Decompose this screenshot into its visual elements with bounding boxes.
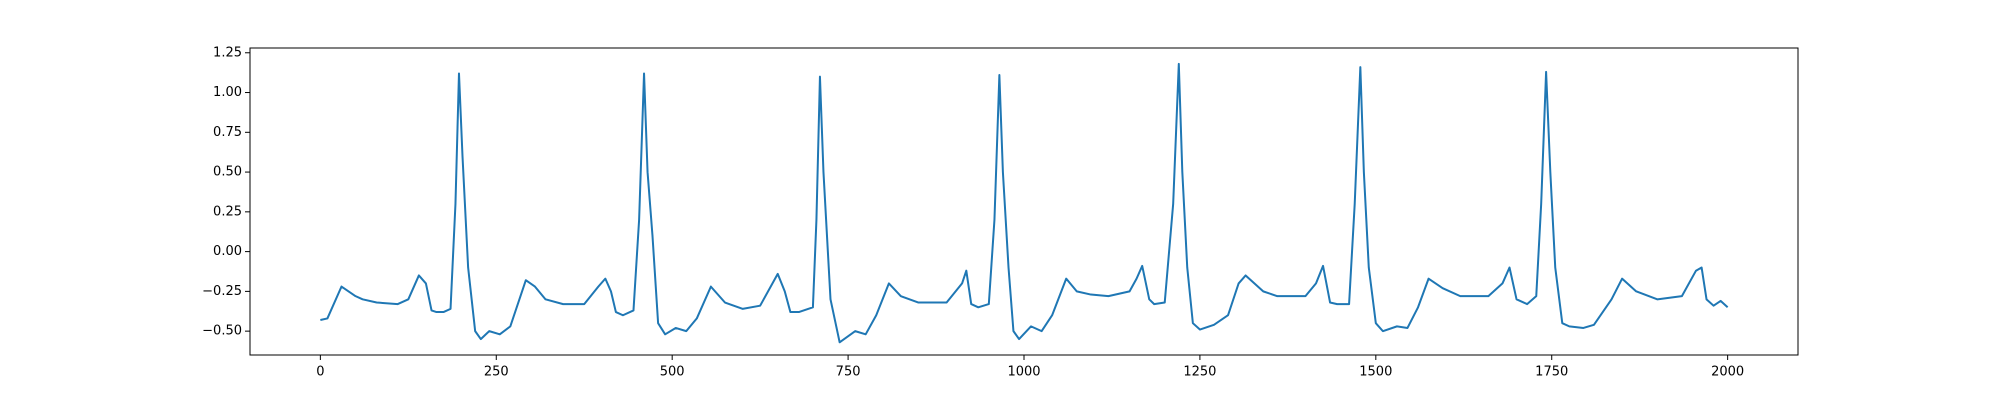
y-tick-label: 0.75: [213, 125, 242, 140]
y-tick-label: 1.25: [213, 45, 242, 60]
y-tick-label: 0.25: [213, 204, 242, 219]
x-tick-label: 750: [836, 365, 861, 380]
x-tick-label: 1250: [1183, 365, 1216, 380]
x-tick-label: 500: [660, 365, 685, 380]
x-tick-label: 250: [484, 365, 509, 380]
y-tick-label: 0.00: [213, 244, 242, 259]
x-tick-label: 1000: [1007, 365, 1040, 380]
x-tick-label: 2000: [1711, 365, 1744, 380]
y-tick-label: 1.00: [213, 85, 242, 100]
y-tick-label: 0.50: [213, 165, 242, 180]
y-tick-label: −0.25: [202, 284, 242, 299]
x-tick-label: 1500: [1359, 365, 1392, 380]
y-tick-label: −0.50: [202, 324, 242, 339]
x-tick-label: 1750: [1535, 365, 1568, 380]
x-tick-label: 0: [316, 365, 324, 380]
line-series: [320, 62, 1729, 344]
plot-frame: [249, 47, 1799, 356]
